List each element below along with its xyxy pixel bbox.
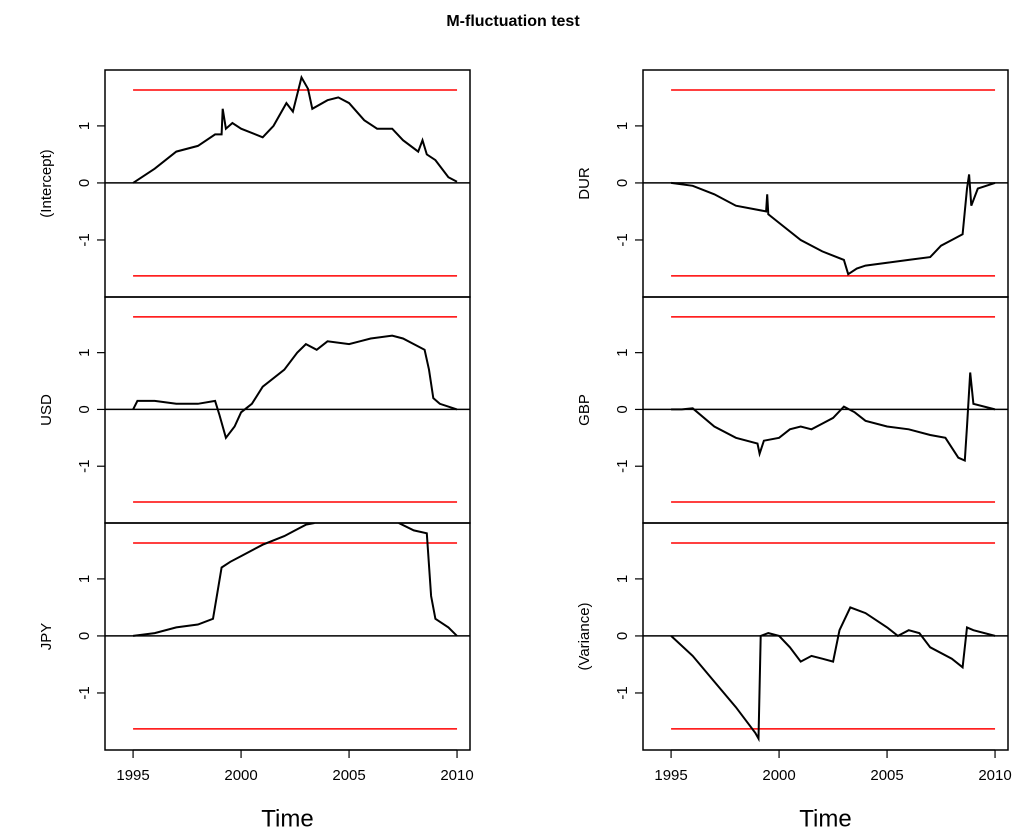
y-tick-label: 0 [614,179,631,187]
y-tick-label: 1 [614,348,631,356]
y-tick-label: 0 [76,405,93,413]
x-axis-label: Time [261,805,313,832]
y-axis-label: JPY [38,623,55,651]
series-line [670,606,996,743]
y-axis-label: (Variance) [576,602,593,670]
panel [643,89,1008,277]
x-tick-label: 1995 [116,767,149,784]
series-line [670,174,996,276]
panel [105,316,470,503]
y-tick-label: -1 [76,460,93,473]
series-line [132,523,458,637]
y-tick-label: 0 [614,632,631,640]
y-axis-label: USD [38,394,55,426]
x-tick-label: 2000 [762,767,795,784]
y-tick-label: -1 [76,686,93,699]
y-axis-label: GBP [576,394,593,426]
figure-title: M-fluctuation test [446,13,580,30]
x-tick-label: 2010 [978,767,1011,784]
y-tick-label: 1 [614,122,631,130]
y-tick-label: 1 [76,348,93,356]
y-axis-label: DUR [576,167,593,200]
panel [643,316,1008,503]
y-tick-label: 0 [614,405,631,413]
panel [643,542,1008,743]
y-tick-label: 0 [76,179,93,187]
y-tick-label: -1 [76,233,93,246]
series-line [671,372,996,462]
y-axis-label: (Intercept) [38,149,55,217]
y-tick-label: 0 [76,632,93,640]
y-tick-label: 1 [76,575,93,583]
series-line [132,334,458,440]
y-tick-label: 1 [614,575,631,583]
x-axis-label: Time [799,805,851,832]
y-tick-label: -1 [614,233,631,246]
panel [105,74,470,277]
y-tick-label: -1 [614,460,631,473]
series-line [132,74,458,184]
x-tick-label: 2010 [440,767,473,784]
x-tick-label: 2005 [332,767,365,784]
x-tick-label: 2005 [870,767,903,784]
y-tick-label: 1 [76,122,93,130]
panel [105,523,470,730]
y-tick-label: -1 [614,686,631,699]
x-tick-label: 2000 [224,767,257,784]
x-tick-label: 1995 [654,767,687,784]
